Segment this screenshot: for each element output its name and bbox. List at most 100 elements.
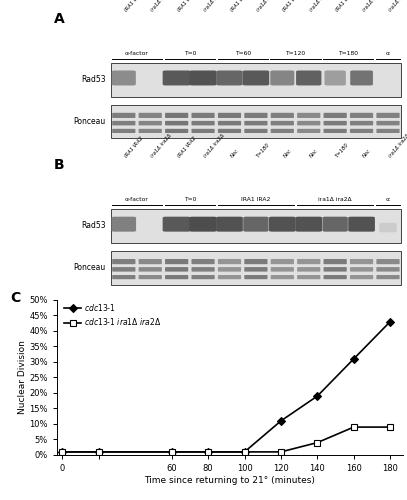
FancyBboxPatch shape <box>191 275 214 279</box>
FancyBboxPatch shape <box>165 259 188 264</box>
FancyBboxPatch shape <box>297 275 320 279</box>
FancyBboxPatch shape <box>350 70 373 86</box>
Text: α-factor: α-factor <box>125 51 149 56</box>
Text: IRA1 IRA2: IRA1 IRA2 <box>282 0 303 13</box>
Text: α: α <box>386 198 390 202</box>
FancyBboxPatch shape <box>271 259 294 264</box>
FancyBboxPatch shape <box>165 275 188 279</box>
FancyBboxPatch shape <box>350 121 373 126</box>
FancyBboxPatch shape <box>270 70 294 86</box>
Text: T=60: T=60 <box>234 51 251 56</box>
Text: IRA1 IRA2: IRA1 IRA2 <box>177 0 197 13</box>
FancyBboxPatch shape <box>295 216 322 232</box>
FancyBboxPatch shape <box>271 267 294 272</box>
Text: ira1Δ ira2Δ: ira1Δ ira2Δ <box>203 134 226 159</box>
FancyBboxPatch shape <box>112 216 136 232</box>
FancyBboxPatch shape <box>165 113 188 118</box>
FancyBboxPatch shape <box>163 216 190 232</box>
FancyBboxPatch shape <box>324 275 347 279</box>
Text: T=180: T=180 <box>335 142 350 159</box>
FancyBboxPatch shape <box>350 267 373 272</box>
Text: ira1Δ ira2Δ: ira1Δ ira2Δ <box>388 134 407 159</box>
FancyBboxPatch shape <box>324 259 347 264</box>
FancyBboxPatch shape <box>350 129 373 133</box>
Text: IRA1 IRA2: IRA1 IRA2 <box>124 136 144 159</box>
Text: T=180: T=180 <box>338 51 359 56</box>
Text: IRA1 IRA2: IRA1 IRA2 <box>241 198 271 202</box>
FancyBboxPatch shape <box>376 121 400 126</box>
FancyBboxPatch shape <box>324 121 347 126</box>
Legend: $cdc13$-$1$, $cdc13$-$1$ $ira1\Delta$ $ira2\Delta$: $cdc13$-$1$, $cdc13$-$1$ $ira1\Delta$ $i… <box>64 302 162 327</box>
Text: Ponceau: Ponceau <box>73 263 105 272</box>
Text: ira1Δ ira2Δ: ira1Δ ira2Δ <box>361 0 384 13</box>
FancyBboxPatch shape <box>165 129 188 133</box>
FancyBboxPatch shape <box>163 70 190 86</box>
X-axis label: Time since returning to 21° (minutes): Time since returning to 21° (minutes) <box>144 476 315 485</box>
Text: T=180: T=180 <box>256 142 271 159</box>
FancyBboxPatch shape <box>112 121 136 126</box>
FancyBboxPatch shape <box>112 129 136 133</box>
FancyBboxPatch shape <box>218 129 241 133</box>
FancyBboxPatch shape <box>139 259 162 264</box>
FancyBboxPatch shape <box>376 129 400 133</box>
Text: A: A <box>54 12 64 26</box>
FancyBboxPatch shape <box>271 275 294 279</box>
FancyBboxPatch shape <box>112 275 136 279</box>
FancyBboxPatch shape <box>191 259 214 264</box>
Text: ira1Δ ira2Δ: ira1Δ ira2Δ <box>318 198 352 202</box>
FancyBboxPatch shape <box>350 259 373 264</box>
FancyBboxPatch shape <box>322 216 348 232</box>
FancyBboxPatch shape <box>271 121 294 126</box>
FancyBboxPatch shape <box>217 70 243 86</box>
Text: IRA1 IRA2: IRA1 IRA2 <box>335 0 356 13</box>
FancyBboxPatch shape <box>244 121 267 126</box>
FancyBboxPatch shape <box>139 113 162 118</box>
FancyBboxPatch shape <box>112 259 136 264</box>
Text: ira1Δ ira2Δ: ira1Δ ira2Δ <box>388 0 407 13</box>
Bar <box>111 251 401 284</box>
FancyBboxPatch shape <box>191 129 214 133</box>
FancyBboxPatch shape <box>376 113 400 118</box>
FancyBboxPatch shape <box>216 216 243 232</box>
FancyBboxPatch shape <box>244 275 267 279</box>
FancyBboxPatch shape <box>112 267 136 272</box>
FancyBboxPatch shape <box>379 223 397 232</box>
FancyBboxPatch shape <box>218 259 241 264</box>
FancyBboxPatch shape <box>324 129 347 133</box>
Text: Noc: Noc <box>282 148 293 159</box>
FancyBboxPatch shape <box>243 216 269 232</box>
Text: Rad53: Rad53 <box>81 75 105 84</box>
Bar <box>111 104 401 138</box>
FancyBboxPatch shape <box>165 267 188 272</box>
Text: T=0: T=0 <box>184 51 196 56</box>
Text: T=0: T=0 <box>184 198 196 202</box>
Text: IRA1 IRA2: IRA1 IRA2 <box>230 0 250 13</box>
FancyBboxPatch shape <box>350 275 373 279</box>
FancyBboxPatch shape <box>243 70 269 86</box>
FancyBboxPatch shape <box>190 216 217 232</box>
FancyBboxPatch shape <box>376 267 400 272</box>
Text: Noc: Noc <box>309 148 319 159</box>
Text: IRA1 IRA2: IRA1 IRA2 <box>177 136 197 159</box>
FancyBboxPatch shape <box>218 275 241 279</box>
FancyBboxPatch shape <box>348 216 375 232</box>
FancyBboxPatch shape <box>324 267 347 272</box>
FancyBboxPatch shape <box>191 113 214 118</box>
Text: ira1Δ ira2Δ: ira1Δ ira2Δ <box>150 134 173 159</box>
Text: Rad53: Rad53 <box>81 222 105 230</box>
Text: Noc: Noc <box>361 148 372 159</box>
FancyBboxPatch shape <box>191 267 214 272</box>
FancyBboxPatch shape <box>165 121 188 126</box>
Text: C: C <box>10 290 20 304</box>
FancyBboxPatch shape <box>190 70 217 86</box>
FancyBboxPatch shape <box>218 113 241 118</box>
Bar <box>111 209 401 242</box>
FancyBboxPatch shape <box>297 259 320 264</box>
Text: ira1Δ ira2Δ: ira1Δ ira2Δ <box>203 0 226 13</box>
Text: ira1Δ ira2Δ: ira1Δ ira2Δ <box>256 0 279 13</box>
FancyBboxPatch shape <box>297 113 320 118</box>
Text: α: α <box>386 51 390 56</box>
Text: Ponceau: Ponceau <box>73 117 105 126</box>
Y-axis label: Nuclear Division: Nuclear Division <box>18 340 26 414</box>
FancyBboxPatch shape <box>269 216 295 232</box>
